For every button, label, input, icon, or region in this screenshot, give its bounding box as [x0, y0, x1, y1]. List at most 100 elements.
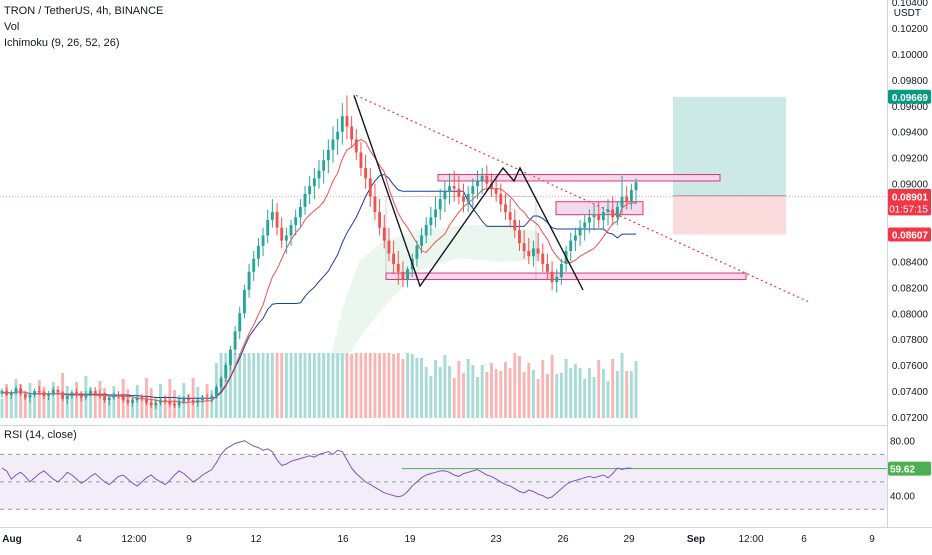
- candle-body: [629, 190, 633, 202]
- price-tick-label: 0.09000: [892, 180, 929, 191]
- candle-body: [270, 212, 274, 220]
- volume-bar: [545, 374, 549, 418]
- candle-body: [56, 389, 60, 393]
- candle-body: [406, 269, 410, 280]
- price-tick-label: 0.07400: [892, 387, 929, 398]
- volume-bar: [9, 394, 13, 418]
- ichimoku-cloud: [330, 225, 540, 360]
- candle-body: [47, 393, 51, 397]
- volume-bar: [443, 355, 447, 418]
- price-tick-label: 0.10000: [892, 50, 929, 61]
- candle-body: [513, 219, 517, 231]
- volume-bar: [23, 397, 27, 418]
- volume-bar: [354, 353, 358, 418]
- time-tick-label: 29: [623, 534, 635, 545]
- candle-body: [420, 235, 424, 246]
- rsi-indicator-label[interactable]: RSI (14, close): [4, 429, 77, 441]
- volume-bar: [340, 353, 344, 418]
- candle-body: [93, 391, 97, 394]
- volume-bar: [238, 353, 242, 418]
- volume-bar: [629, 371, 633, 418]
- volume-bar: [587, 368, 591, 418]
- rsi-line: [1, 440, 632, 499]
- volume-bar: [550, 355, 554, 418]
- candle-body: [163, 400, 167, 402]
- time-tick-label: 26: [557, 534, 569, 545]
- candle-body: [480, 175, 484, 181]
- candle-body: [620, 196, 624, 207]
- candle-body: [149, 402, 153, 406]
- candle-body: [238, 313, 242, 332]
- candle-body: [518, 230, 521, 244]
- volume-bar: [303, 353, 307, 418]
- volume-bar: [573, 364, 577, 418]
- candle-body: [452, 186, 456, 189]
- candle-body: [476, 180, 479, 187]
- candle-body: [401, 271, 405, 280]
- candle-body: [611, 209, 615, 218]
- time-tick-label: 6: [801, 534, 807, 545]
- candle-body: [443, 191, 447, 200]
- volume-bar: [476, 377, 479, 418]
- volume-bar: [508, 368, 512, 418]
- volume-bar: [513, 353, 517, 418]
- price-tick-label: 0.09400: [892, 128, 929, 139]
- candle-body: [317, 170, 321, 179]
- volume-bar: [601, 369, 605, 418]
- time-tick-label: Sep: [687, 534, 705, 545]
- volume-bar: [531, 370, 535, 418]
- candle-body: [569, 240, 573, 251]
- candle-body: [84, 393, 88, 398]
- candle-body: [159, 400, 162, 403]
- volume-bar: [606, 381, 610, 418]
- candle-body: [19, 388, 23, 394]
- position-stop-zone: [673, 195, 786, 235]
- volume-bar: [56, 392, 60, 418]
- candle-body: [140, 397, 144, 399]
- volume-bar: [294, 353, 298, 418]
- candle-body: [275, 212, 279, 228]
- vol-indicator-label[interactable]: Vol: [4, 21, 20, 33]
- last-price-tag-bg: [888, 189, 931, 216]
- price-tick-label: 0.09800: [892, 76, 929, 87]
- volume-bar: [611, 359, 615, 418]
- volume-bar: [406, 353, 410, 418]
- volume-bar: [298, 353, 302, 418]
- candle-body: [224, 365, 228, 379]
- volume-bar: [592, 377, 596, 418]
- rsi-current-tag: 59.62: [890, 465, 915, 476]
- candle-body: [424, 225, 428, 236]
- volume-bar: [280, 353, 284, 418]
- candle-body: [65, 396, 69, 399]
- volume-bar: [410, 354, 414, 418]
- candle-body: [392, 253, 396, 264]
- candle-body: [177, 401, 181, 406]
- candle-body: [364, 168, 368, 179]
- volume-bar: [19, 384, 23, 418]
- candle-body: [499, 193, 503, 205]
- price-tick-label: 0.08400: [892, 257, 929, 268]
- ichimoku-indicator-label[interactable]: Ichimoku (9, 26, 52, 26): [4, 37, 120, 49]
- candle-body: [5, 391, 9, 395]
- upper-resistance-zone: [437, 173, 721, 182]
- volume-bar: [75, 382, 79, 418]
- last-price-tag-sub: 01:57:15: [889, 204, 928, 215]
- time-tick-label: Aug: [2, 534, 21, 545]
- volume-bar: [494, 369, 498, 418]
- price-tick-label: 0.09600: [892, 102, 929, 113]
- candle-body: [308, 186, 312, 194]
- volume-bar: [322, 353, 326, 418]
- volume-bar: [107, 398, 111, 418]
- candle-body: [28, 394, 32, 398]
- symbol-title[interactable]: TRON / TetherUS, 4h, BINANCE: [4, 5, 164, 17]
- volume-bar: [420, 358, 424, 418]
- volume-bar: [345, 353, 349, 418]
- candle-body: [135, 397, 139, 401]
- volume-bar: [336, 353, 340, 418]
- volume-bar: [266, 353, 270, 418]
- candle-body: [508, 212, 512, 220]
- candle-body: [187, 398, 190, 401]
- volume-bar: [140, 396, 144, 418]
